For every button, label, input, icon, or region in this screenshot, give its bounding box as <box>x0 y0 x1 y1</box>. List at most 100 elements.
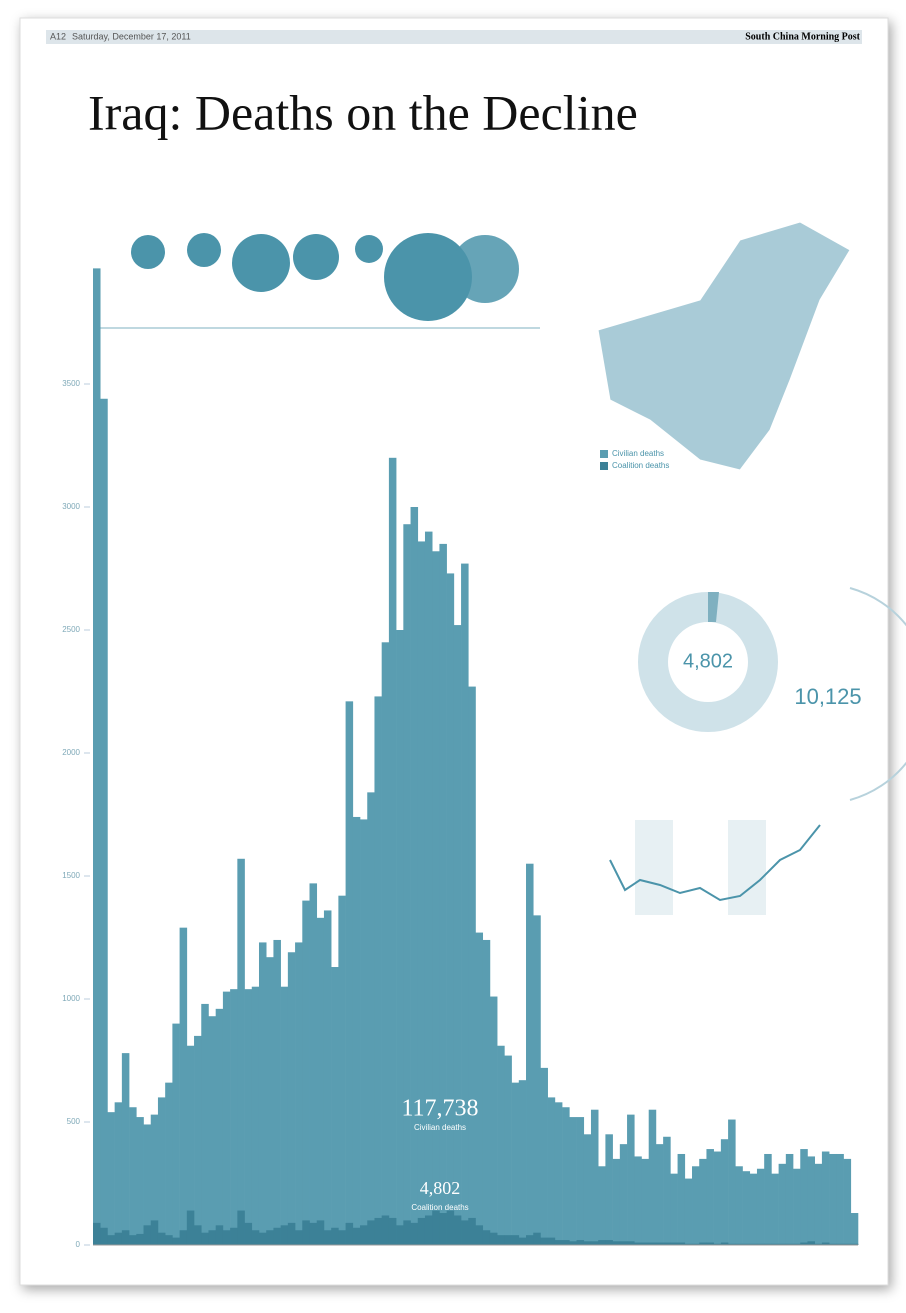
bar <box>778 1243 787 1245</box>
bar <box>468 686 476 1245</box>
bar <box>562 1240 570 1245</box>
bar <box>540 1237 548 1245</box>
bar <box>533 1232 541 1245</box>
bar <box>323 1230 332 1245</box>
bar <box>453 1215 462 1245</box>
bar <box>280 986 289 1245</box>
bar <box>374 696 382 1245</box>
bar <box>432 1210 440 1245</box>
bar <box>699 1242 707 1245</box>
bar <box>287 952 296 1245</box>
annotation-label: Coalition deaths <box>411 1203 468 1212</box>
bar <box>345 701 354 1245</box>
bar <box>648 1109 657 1245</box>
bar <box>663 1136 671 1245</box>
bar <box>728 1243 736 1245</box>
bar <box>417 541 426 1245</box>
bar <box>598 1240 606 1245</box>
bar <box>114 1102 123 1245</box>
bar <box>706 1242 714 1245</box>
bar <box>771 1243 779 1245</box>
bar <box>821 1151 830 1245</box>
bar <box>186 1210 195 1245</box>
bar <box>735 1243 743 1245</box>
bar <box>403 1220 411 1245</box>
bar <box>403 524 411 1245</box>
bar <box>396 630 404 1245</box>
bar <box>807 1241 815 1245</box>
bar <box>677 1242 686 1245</box>
bar <box>266 957 274 1245</box>
bar <box>713 1151 722 1245</box>
bar <box>793 1168 801 1245</box>
bar <box>309 1222 318 1245</box>
bar <box>165 1082 173 1245</box>
bar <box>605 1134 613 1245</box>
chart-title: Iraq: Deaths on the Decline <box>88 84 638 140</box>
bar <box>526 1235 534 1245</box>
legend-label: Civilian deaths <box>612 449 664 458</box>
bar <box>598 1166 606 1245</box>
y-tick-label: 3500 <box>62 379 80 388</box>
bar <box>764 1243 772 1245</box>
bar <box>778 1163 787 1245</box>
band <box>728 820 766 915</box>
bar <box>764 1153 772 1245</box>
bar <box>172 1237 180 1245</box>
bar <box>107 1235 115 1245</box>
y-tick-label: 1500 <box>62 871 80 880</box>
bar <box>482 1230 491 1245</box>
band <box>635 820 673 915</box>
bar <box>230 1227 238 1245</box>
header-bar <box>46 30 862 44</box>
bar <box>793 1243 801 1245</box>
bar <box>446 573 455 1245</box>
bar <box>634 1242 642 1245</box>
bar <box>194 1035 202 1245</box>
bar <box>706 1149 714 1245</box>
bar <box>850 1213 859 1245</box>
bar <box>836 1153 844 1245</box>
bar <box>461 563 469 1245</box>
bar <box>785 1243 794 1245</box>
bar <box>814 1243 823 1245</box>
bar <box>612 1241 621 1245</box>
bar <box>165 1235 173 1245</box>
bar <box>432 551 440 1245</box>
bar <box>569 1241 577 1245</box>
bar <box>172 1023 180 1245</box>
bar <box>554 1240 563 1245</box>
bar <box>136 1117 144 1245</box>
section: A12 <box>50 31 66 41</box>
bar <box>129 1235 137 1245</box>
bubble <box>232 234 290 292</box>
bar <box>410 1222 419 1245</box>
bar <box>526 863 534 1245</box>
bar <box>540 1067 548 1245</box>
y-tick-label: 2500 <box>62 625 80 634</box>
bar <box>258 942 267 1245</box>
bar <box>157 1232 166 1245</box>
bar <box>807 1156 815 1245</box>
bar <box>684 1243 693 1245</box>
annotation-label: Civilian deaths <box>414 1123 466 1132</box>
bar <box>367 792 375 1245</box>
bar <box>576 1117 585 1245</box>
map <box>597 221 851 471</box>
bar <box>482 939 491 1245</box>
bar <box>417 1217 426 1245</box>
bar <box>93 268 101 1245</box>
bar <box>836 1243 844 1245</box>
bar <box>273 1227 281 1245</box>
bar <box>273 939 281 1245</box>
bar <box>410 507 419 1245</box>
bar <box>677 1153 686 1245</box>
bar <box>634 1156 642 1245</box>
bar <box>157 1097 166 1245</box>
bar <box>627 1241 635 1245</box>
y-tick-label: 2000 <box>62 748 80 757</box>
bar <box>302 1220 310 1245</box>
bar <box>590 1241 599 1245</box>
bar <box>749 1173 758 1245</box>
